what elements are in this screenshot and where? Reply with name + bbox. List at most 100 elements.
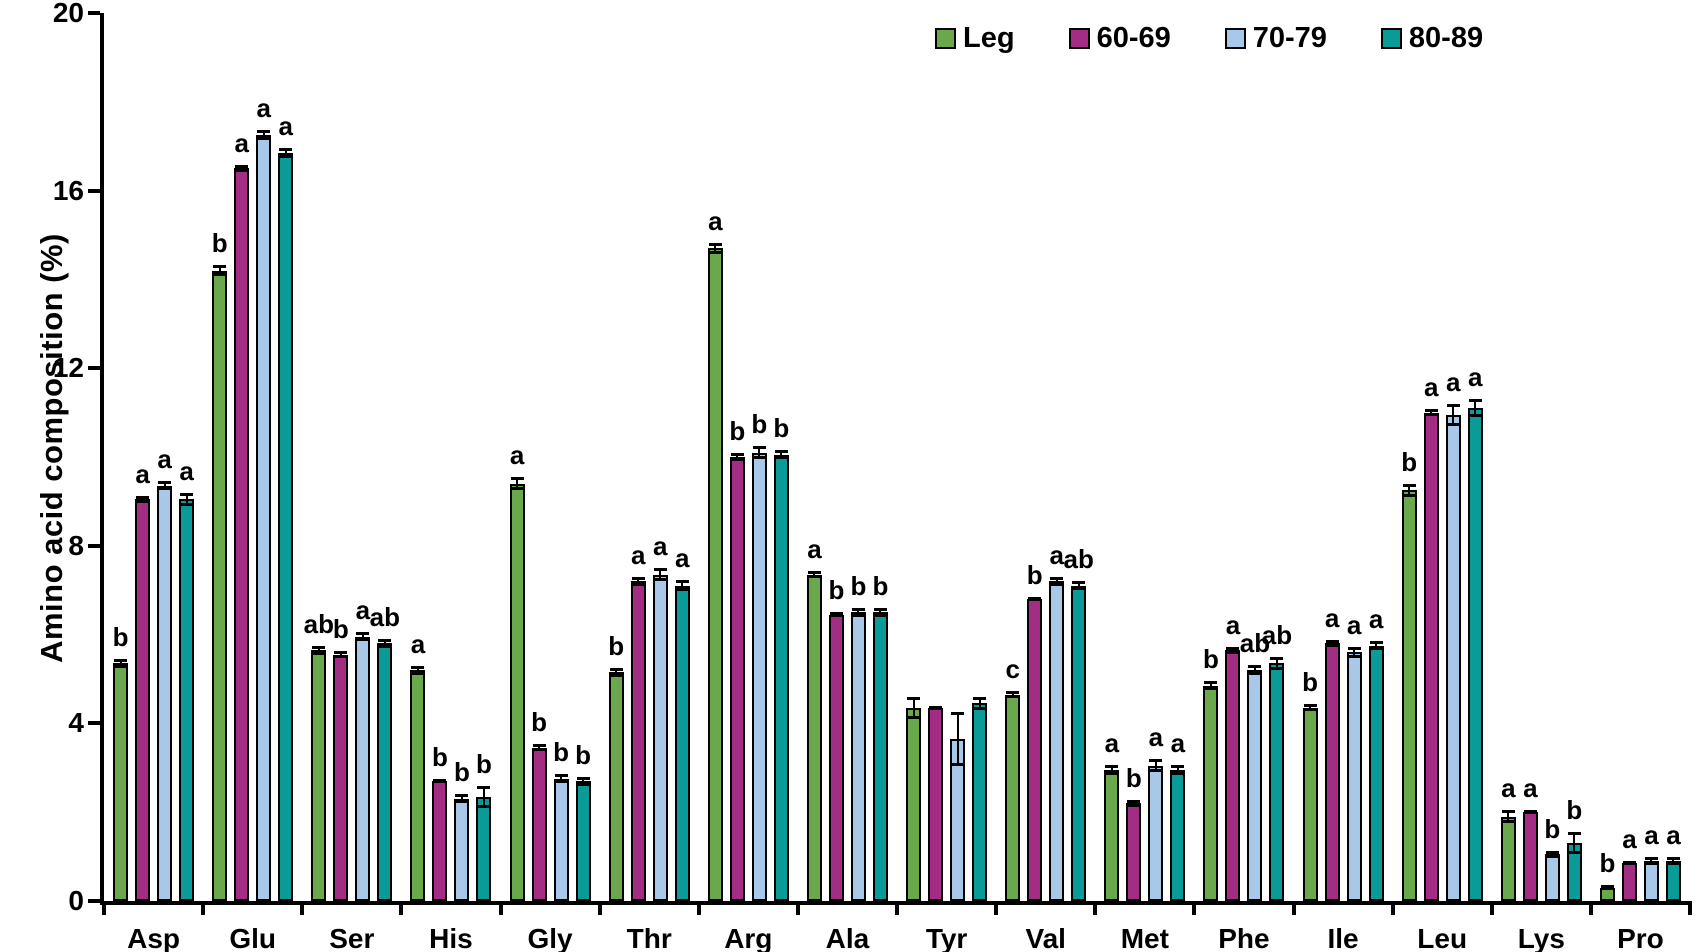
error-bar-cap-bottom [1666, 862, 1680, 866]
x-axis-category-label: Asp [127, 923, 181, 952]
error-bar [1523, 809, 1538, 815]
sig-letter: ab [1063, 544, 1094, 575]
y-axis-tick-label: 12 [52, 352, 84, 384]
bar-group-met: a b a a Met [1095, 13, 1194, 952]
error-bar-cap-bottom [1644, 862, 1658, 866]
bar-group-pro: b a a a Pro [1591, 13, 1690, 952]
bar-his-80-89 [476, 796, 492, 901]
error-bar-cap-top [257, 129, 271, 133]
y-axis-tick-label: 20 [52, 0, 84, 28]
error-bar-cap-bottom [1072, 587, 1086, 591]
error-bar-line [1231, 646, 1234, 654]
error-bar-cap-top [1501, 810, 1515, 813]
error-bar-line [416, 665, 419, 675]
sig-letter: a [509, 439, 525, 470]
bar-glu-70-79 [256, 135, 272, 901]
error-bar-cap-top [1226, 646, 1240, 650]
error-bar-cap-bottom [1226, 650, 1240, 654]
error-bar-cap-bottom [1600, 886, 1614, 890]
x-axis-tick [696, 901, 701, 915]
y-axis-label: Amino acid composition (%) [34, 233, 69, 663]
error-bar-cap-top [1149, 758, 1163, 762]
legend-item-leg: Leg [935, 22, 1015, 55]
error-bar-cap-bottom [873, 613, 887, 617]
error-bar-cap-top [1248, 664, 1262, 668]
error-bar [510, 477, 525, 491]
error-bar-cap-top [951, 712, 965, 716]
error-bar-cap-top [213, 265, 227, 269]
error-bar-cap-top [1105, 764, 1119, 768]
error-bar-line [1408, 483, 1411, 497]
error-bar-cap-top [752, 445, 766, 449]
bar-glu-60-69 [234, 168, 250, 901]
sig-letter: b [1599, 848, 1616, 879]
y-axis-tick [88, 543, 100, 548]
sig-letter: b [729, 416, 746, 447]
error-bar-line [163, 481, 166, 491]
x-axis-category-label: Ile [1327, 923, 1359, 952]
bar-phe-60-69 [1225, 650, 1241, 901]
error-bar [532, 744, 547, 752]
x-axis-tick [895, 901, 899, 915]
error-bar [256, 129, 271, 141]
bar-ile-leg [1302, 707, 1318, 901]
sig-letter: a [355, 595, 371, 626]
error-bar-cap-bottom [1545, 854, 1559, 858]
error-bar-cap-top [1402, 483, 1416, 487]
error-bar-cap-bottom [510, 487, 524, 491]
error-bar-cap-top [180, 492, 194, 496]
error-bar [807, 571, 822, 579]
error-bar-line [1474, 399, 1477, 418]
error-bar [410, 665, 425, 675]
legend-label: 60-69 [1096, 22, 1171, 54]
error-bar-line [538, 744, 541, 752]
error-bar-cap-bottom [973, 707, 987, 711]
x-axis-tick [300, 901, 305, 915]
sig-letter: a [1644, 819, 1659, 850]
error-bar-cap-bottom [1325, 644, 1339, 648]
error-bar [1468, 399, 1483, 418]
error-bar [179, 492, 194, 506]
error-bar-cap-bottom [576, 782, 590, 786]
error-bar-line [736, 453, 739, 461]
bar-group-his: a b b b His [401, 13, 500, 952]
bar-gly-80-89 [575, 781, 591, 901]
error-bar [554, 774, 569, 784]
error-bar-cap-bottom [235, 168, 249, 172]
legend-item-60-69: 60-69 [1068, 22, 1171, 55]
error-bar-cap-bottom [829, 613, 843, 617]
error-bar-cap-bottom [213, 272, 227, 276]
bar-gly-70-79 [553, 778, 569, 901]
sig-letter: a [278, 110, 293, 141]
error-bar [752, 445, 767, 460]
error-bar-line [1573, 832, 1576, 855]
error-bar-cap-top [455, 794, 469, 798]
x-axis-category-label: Glu [229, 923, 277, 952]
bar-leu-leg [1401, 490, 1417, 901]
error-bar [774, 450, 789, 460]
bar-pro-60-69 [1621, 863, 1637, 901]
error-bar-line [1551, 850, 1554, 858]
x-axis-category-label: Gly [527, 923, 573, 952]
y-axis-tick [88, 899, 100, 903]
bar-his-70-79 [454, 798, 470, 901]
x-axis-tick [597, 901, 602, 915]
error-bar-line [560, 774, 563, 784]
bar-ala-70-79 [850, 612, 866, 901]
error-bar-line [1154, 758, 1157, 773]
legend-label: 80-89 [1408, 22, 1484, 54]
error-bar [1049, 576, 1064, 586]
error-bar-cap-bottom [1424, 413, 1438, 417]
error-bar-line [1650, 856, 1653, 866]
error-bar-cap-top [653, 568, 667, 572]
sig-letter: a [234, 127, 249, 158]
bar-thr-80-89 [674, 585, 690, 901]
y-axis-tick-label: 0 [68, 885, 84, 916]
error-bar-line [582, 776, 585, 786]
error-bar-cap-bottom [631, 582, 645, 586]
bar-group-glu: b a a a Glu [203, 13, 302, 952]
error-bar [1347, 647, 1362, 658]
sig-letter: a [1445, 366, 1461, 397]
x-axis-tick [1093, 901, 1098, 915]
